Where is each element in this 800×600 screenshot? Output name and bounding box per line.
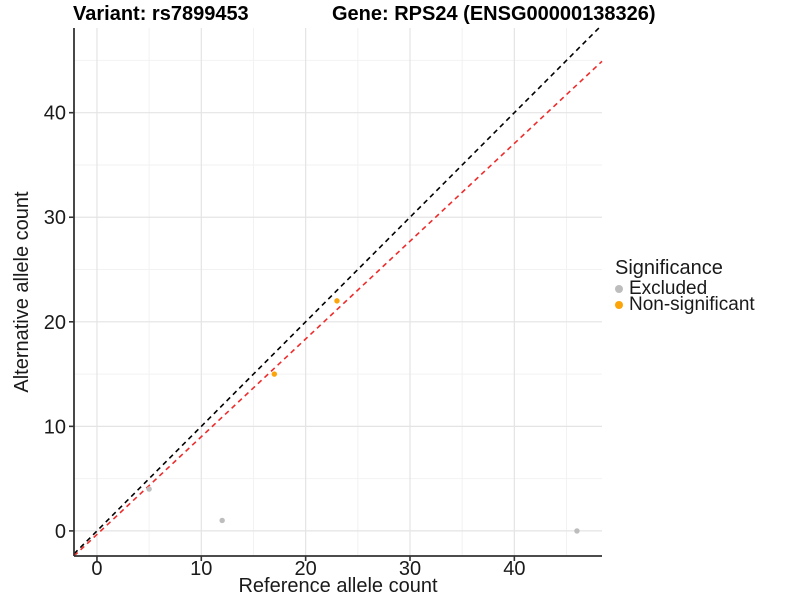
ablines xyxy=(73,27,603,557)
data-point xyxy=(219,517,225,524)
tick-marks xyxy=(69,111,516,561)
x-tick-label: 0 xyxy=(91,558,102,580)
x-tick-label: 10 xyxy=(190,558,212,580)
points-excluded xyxy=(146,486,580,534)
y-tick-label: 30 xyxy=(44,207,66,229)
x-axis-title: Reference allele count xyxy=(238,575,438,597)
y-tick-label: 10 xyxy=(44,416,66,438)
legend: Significance Excluded Non-significant xyxy=(615,256,755,315)
grid-minor xyxy=(74,28,602,556)
x-tick-label: 40 xyxy=(503,558,525,580)
tick-labels: 0 10 20 30 40 0 10 20 30 40 xyxy=(44,103,526,580)
y-axis-title: Alternative allele count xyxy=(11,191,33,393)
legend-item-label: Excluded xyxy=(629,278,708,299)
excluded-swatch-icon xyxy=(615,285,623,293)
data-point xyxy=(271,371,278,377)
data-point xyxy=(334,298,340,304)
non-significant-swatch-icon xyxy=(615,301,623,309)
axes xyxy=(73,28,602,557)
legend-item-label: Non-significant xyxy=(629,294,755,315)
x-tick-label: 30 xyxy=(399,558,421,580)
fit-line xyxy=(73,60,603,557)
y-tick-label: 20 xyxy=(44,312,66,334)
x-tick-label: 20 xyxy=(295,558,317,580)
y-tick-label: 0 xyxy=(55,521,66,543)
grid-major xyxy=(74,28,602,556)
identity-line xyxy=(73,27,600,555)
legend-item-excluded: Excluded xyxy=(615,278,755,299)
plot-title-variant: Variant: rs7899453 xyxy=(73,3,249,25)
plot-title-gene: Gene: RPS24 (ENSG00000138326) xyxy=(332,3,656,25)
points-non-significant xyxy=(271,298,340,377)
legend-title: Significance xyxy=(615,257,723,279)
data-point xyxy=(146,486,152,492)
y-tick-label: 40 xyxy=(44,103,66,125)
legend-item-non-significant: Non-significant xyxy=(615,294,755,315)
data-point xyxy=(574,528,580,534)
